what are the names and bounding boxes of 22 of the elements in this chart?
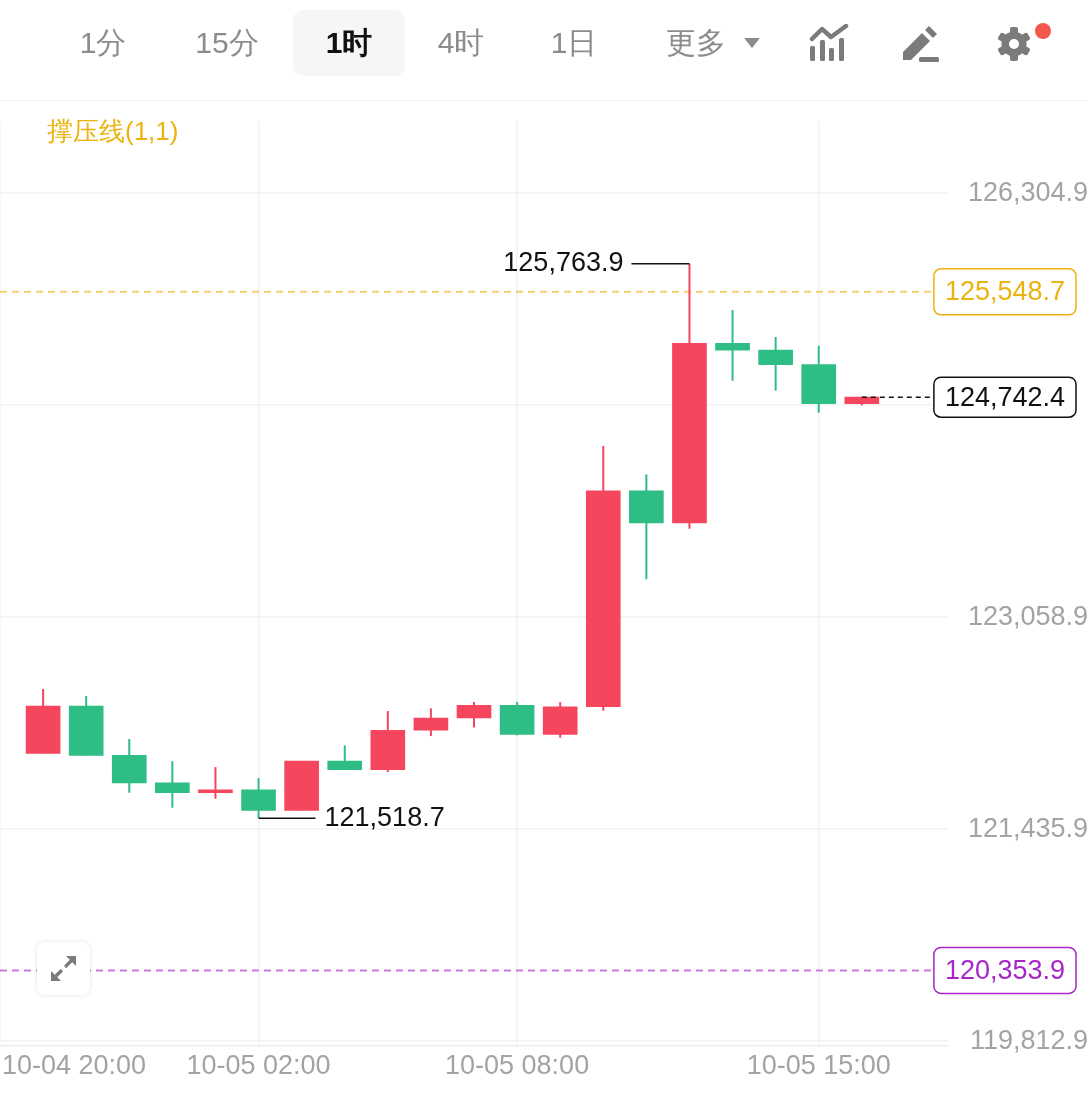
candlestick — [198, 766, 233, 800]
ref-line-label: 125,548.7 — [944, 276, 1065, 307]
x-tick-label: 10-04 20:00 — [2, 1050, 147, 1081]
text: 更多 — [665, 25, 727, 61]
annotation: 124,742.4 — [944, 381, 1065, 412]
x-tick-label: 10-05 15:00 — [746, 1050, 891, 1081]
annotation: 撑压线(1,1) — [47, 115, 179, 148]
text: 1日 — [549, 25, 599, 61]
text: 1分 — [78, 25, 128, 61]
x-tick-label: 10-05 02:00 — [186, 1050, 331, 1081]
text: 15分 — [194, 25, 260, 61]
candlestick — [155, 760, 190, 809]
y-tick-label: 121,435.9 — [967, 812, 1088, 843]
y-tick-label: 126,304.9 — [967, 176, 1088, 207]
text: 4时 — [436, 25, 486, 61]
annotation: 121,518.7 — [324, 801, 445, 832]
x-tick-label: 10-05 08:00 — [445, 1050, 590, 1081]
ref-line-label: 120,353.9 — [944, 954, 1065, 985]
candlestick — [715, 309, 750, 382]
y-tick-label: 123,058.9 — [967, 600, 1088, 631]
y-tick-label: 119,812.9 — [969, 1024, 1088, 1055]
annotation: 125,763.9 — [503, 247, 624, 278]
